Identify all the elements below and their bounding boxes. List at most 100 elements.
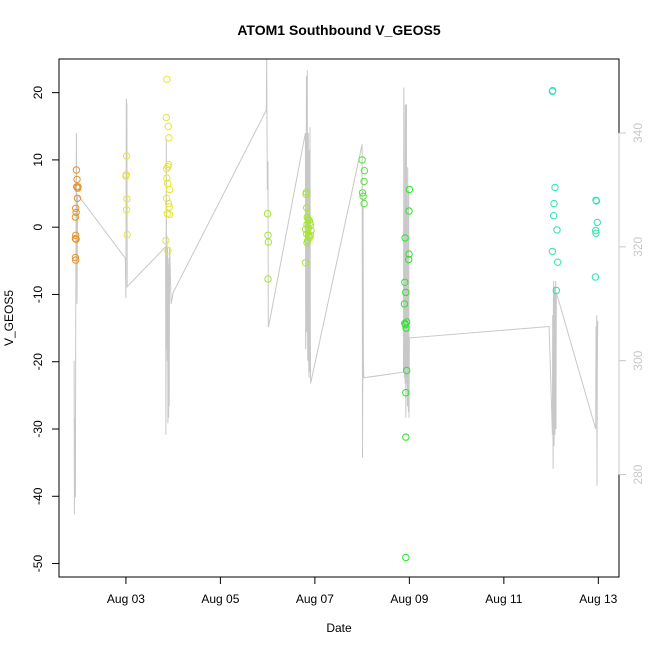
data-point-s5-2 (551, 183, 559, 192)
data-point-s3-3 (358, 189, 367, 197)
data-point-s5-13 (592, 229, 600, 237)
data-point-s2-6 (303, 204, 311, 212)
data-point-s1-5 (123, 230, 131, 239)
y-right-tick-label-2: 300 (631, 350, 645, 370)
data-point-s2-3 (264, 275, 272, 283)
data-point-s4-13 (405, 207, 413, 215)
data-point-s2-21 (301, 259, 310, 267)
data-point-s3-5 (360, 199, 368, 208)
data-point-s0-2 (72, 208, 80, 217)
x-tick-label-5: Aug 13 (579, 592, 617, 606)
data-point-s4-2 (402, 288, 410, 297)
data-point-s2-2 (264, 238, 272, 246)
data-point-s0-13 (73, 194, 82, 203)
x-tick-label-4: Aug 11 (485, 592, 522, 606)
data-point-s1-6 (163, 75, 171, 83)
data-point-s5-7 (554, 258, 562, 266)
data-point-s5-1 (549, 86, 557, 95)
data-point-s2-0 (263, 210, 272, 218)
data-point-s0-5 (72, 235, 80, 244)
data-point-s2-5 (302, 188, 311, 196)
data-point-s4-10 (402, 433, 410, 441)
data-point-s0-1 (72, 204, 80, 213)
x-axis-label: Date (326, 621, 352, 635)
data-point-s2-11 (303, 220, 311, 229)
data-point-s1-7 (162, 113, 171, 122)
data-point-s1-21 (162, 236, 170, 245)
y-tick-label-5: -30 (31, 420, 45, 438)
x-tick-label-0: Aug 03 (107, 592, 145, 606)
data-point-s4-14 (405, 250, 413, 258)
y-axis-right: 340 320 300 280 (618, 123, 645, 485)
y-tick-label-0: 20 (31, 86, 45, 100)
data-point-s5-8 (552, 286, 560, 295)
data-point-s5-10 (592, 197, 601, 205)
data-point-s0-7 (72, 256, 80, 264)
data-point-s1-22 (164, 247, 172, 255)
y-right-tick-label-1: 320 (631, 237, 645, 257)
data-point-s4-8 (403, 366, 411, 375)
data-point-s4-12 (405, 185, 414, 194)
data-point-s1-10 (162, 165, 171, 173)
data-point-s1-15 (165, 185, 174, 194)
chart-title: ATOM1 Southbound V_GEOS5 (237, 22, 440, 38)
data-point-s1-1 (122, 171, 131, 179)
y-tick-label-3: -10 (31, 285, 45, 303)
x-tick-label-1: Aug 05 (201, 592, 239, 606)
data-point-s0-3 (71, 234, 80, 243)
data-point-s0-10 (73, 175, 81, 184)
data-point-s5-4 (550, 212, 558, 220)
y-tick-label-4: -20 (31, 353, 45, 371)
data-point-s1-9 (165, 134, 173, 142)
data-point-s2-22 (305, 233, 314, 242)
data-point-s4-15 (405, 255, 413, 264)
data-point-s4-1 (401, 278, 409, 286)
y-tick-label-2: 0 (31, 224, 45, 231)
data-point-s5-12 (592, 226, 600, 235)
data-point-s1-20 (165, 210, 174, 219)
y-tick-label-6: -40 (31, 487, 45, 505)
data-point-s0-6 (71, 253, 80, 262)
y-right-tick-label-0: 340 (631, 123, 645, 143)
data-point-s5-11 (593, 218, 601, 227)
data-point-s1-18 (165, 203, 173, 211)
data-point-s4-11 (402, 553, 410, 562)
data-point-s5-6 (548, 247, 557, 256)
data-point-s3-0 (358, 156, 366, 164)
y-axis-label: V_GEOS5 (2, 290, 16, 346)
data-point-s4-0 (401, 234, 409, 242)
x-axis: Aug 03 Aug 05 Aug 07 Aug 09 Aug 11 Aug 13 (107, 576, 618, 606)
data-point-s4-9 (402, 389, 410, 397)
y-right-tick-label-3: 280 (631, 464, 645, 484)
overlay-series-line (73, 58, 599, 515)
data-point-s0-0 (71, 213, 80, 221)
data-point-s1-3 (123, 195, 131, 203)
data-point-s5-3 (550, 199, 558, 208)
data-point-s0-12 (74, 183, 82, 191)
data-points-layer (71, 75, 601, 562)
data-point-s4-3 (400, 300, 409, 308)
data-point-s5-5 (553, 226, 561, 234)
y-axis-left: 20 10 0 -10 -20 -30 -40 -50 (31, 86, 60, 573)
data-point-s4-7 (402, 324, 410, 332)
data-point-s0-4 (72, 231, 80, 240)
data-point-s0-8 (72, 166, 81, 174)
y-tick-label-7: -50 (31, 555, 45, 573)
data-point-s1-4 (122, 206, 131, 214)
data-point-s1-13 (163, 174, 171, 182)
x-tick-label-2: Aug 07 (296, 592, 334, 606)
data-point-s5-14 (591, 273, 600, 281)
data-point-s1-17 (164, 199, 173, 208)
data-point-s2-8 (304, 215, 312, 223)
data-point-s3-4 (359, 192, 367, 200)
data-point-s1-8 (164, 122, 172, 131)
data-point-s1-12 (164, 160, 173, 169)
data-point-s3-1 (360, 167, 369, 175)
data-point-s1-2 (122, 152, 131, 160)
x-tick-label-3: Aug 09 (390, 592, 428, 606)
y-tick-label-1: 10 (31, 153, 45, 167)
overlay-line-layer (73, 58, 599, 515)
data-point-s3-2 (360, 177, 368, 186)
